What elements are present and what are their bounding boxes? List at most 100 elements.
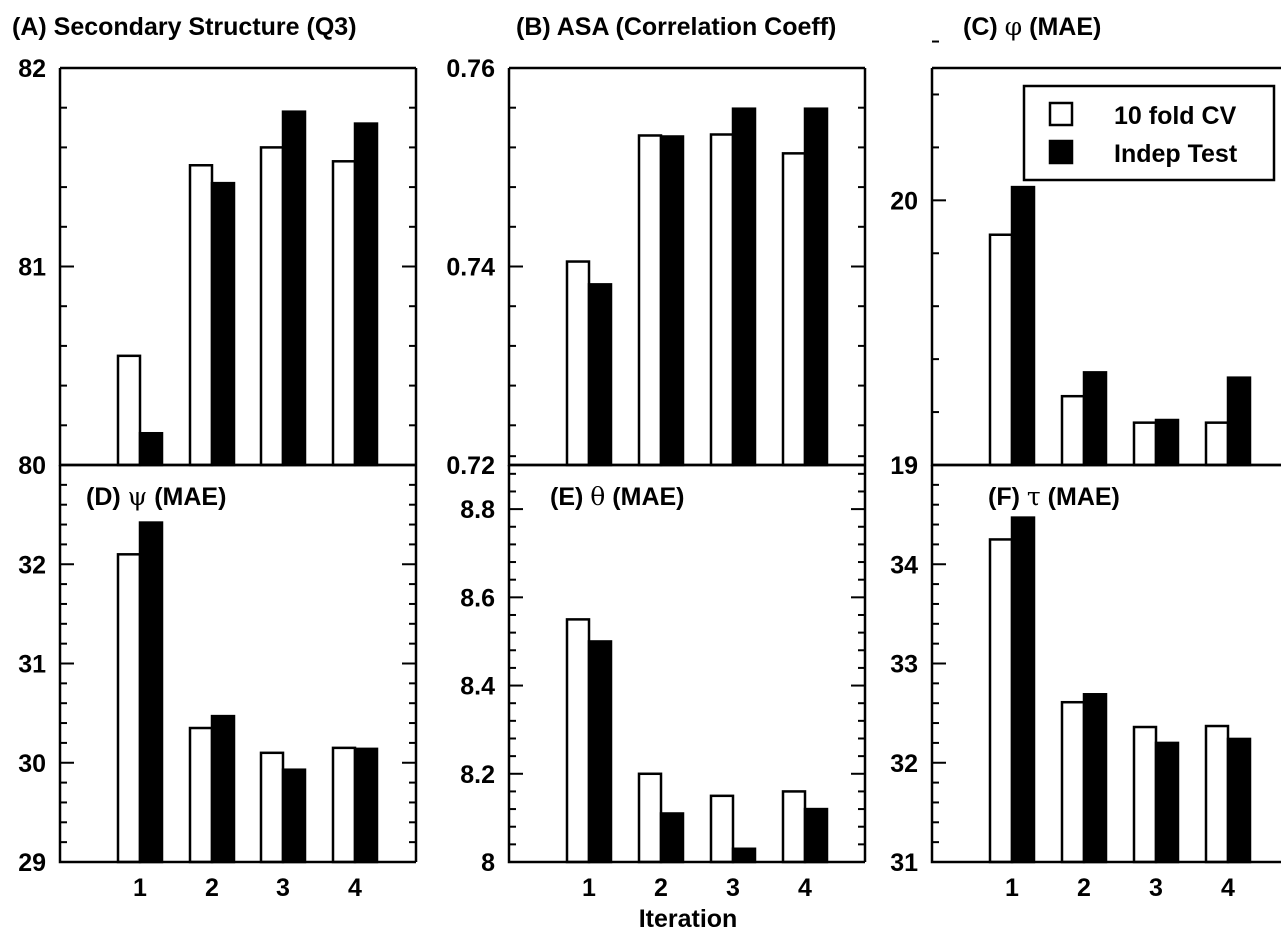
- y-tick-label-a: 80: [18, 452, 46, 480]
- y-tick-label-e: 8.2: [460, 761, 495, 789]
- bar-d-test-4: [353, 747, 379, 864]
- bar-f-cv-3: [1132, 725, 1158, 864]
- bar-d-test-2: [210, 714, 236, 864]
- bar-f-test-1: [1010, 516, 1036, 864]
- bar-a-test-3: [281, 110, 307, 467]
- y-tick-label-c: 20: [890, 187, 918, 215]
- bar-c-test-4: [1226, 376, 1252, 467]
- y-tick-label-e: 8: [481, 849, 495, 877]
- bar-b-test-2: [659, 135, 685, 467]
- y-tick-label-d: 29: [18, 849, 46, 877]
- y-tick-label-e: 8.6: [460, 584, 495, 612]
- x-tick-label-d: 3: [276, 874, 290, 902]
- panel-a: 80 81 82 (A) Secondary Structure (Q3): [12, 13, 418, 480]
- legend-label-10-fold-cv: 10 fold CV: [1114, 102, 1237, 130]
- x-tick-label-e: 1: [582, 874, 596, 902]
- x-tick-label-f: 3: [1149, 874, 1163, 902]
- bar-e-cv-3: [709, 794, 735, 864]
- bar-a-cv-3: [259, 146, 285, 467]
- x-axis-label: Iteration: [639, 905, 738, 932]
- panel-d: 29 30 31 32 1 2 3 4 (D) ψ (MAE): [18, 463, 418, 902]
- panel-c: 19 20 (C) φ (MAE): [890, 12, 1281, 480]
- x-tick-label-d: 1: [133, 874, 147, 902]
- panel-e-frame: [507, 463, 867, 864]
- bar-b-test-3: [731, 107, 757, 467]
- legend-swatch-10-fold-cv: [1048, 101, 1074, 127]
- bar-f-test-4: [1226, 737, 1252, 864]
- x-tick-label-e: 2: [654, 874, 668, 902]
- bar-a-cv-1: [116, 354, 142, 467]
- bar-c-cv-2: [1060, 394, 1086, 467]
- bar-f-cv-2: [1060, 700, 1086, 864]
- x-tick-label-d: 2: [205, 874, 219, 902]
- bar-f-cv-1: [988, 538, 1014, 864]
- y-tick-label-f: 31: [890, 849, 918, 877]
- bar-a-cv-2: [188, 164, 214, 467]
- y-tick-label-e: 8.4: [460, 673, 495, 701]
- bar-c-test-3: [1154, 418, 1180, 467]
- y-tick-label-b: 0.76: [446, 55, 495, 83]
- bar-f-test-2: [1082, 693, 1108, 864]
- y-tick-label-b: 0.72: [446, 452, 495, 480]
- bar-d-test-3: [281, 768, 307, 864]
- bar-a-test-2: [210, 181, 236, 467]
- bar-e-test-1: [587, 640, 613, 864]
- bar-d-test-1: [138, 521, 164, 864]
- bar-d-cv-4: [331, 746, 357, 864]
- x-tick-label-f: 4: [1221, 874, 1235, 902]
- bar-d-cv-1: [116, 553, 142, 864]
- bar-c-test-2: [1082, 371, 1108, 467]
- bar-c-cv-1: [988, 233, 1014, 467]
- x-tick-label-f: 1: [1005, 874, 1019, 902]
- bar-a-cv-4: [331, 160, 357, 467]
- y-tick-label-a: 82: [18, 55, 46, 83]
- panel-e: 8 8.2 8.4 8.6 8.8 1 2 3 4 (E) θ (MAE): [460, 455, 867, 902]
- bar-e-cv-4: [781, 790, 807, 864]
- bar-f-cv-4: [1204, 724, 1230, 864]
- bar-e-test-2: [659, 812, 685, 864]
- bar-c-cv-3: [1132, 421, 1158, 467]
- x-tick-label-d: 4: [348, 874, 362, 902]
- panel-b-title: (B) ASA (Correlation Coeff): [516, 13, 836, 41]
- bar-f-test-3: [1154, 741, 1180, 864]
- bar-a-test-4: [353, 122, 379, 467]
- panel-f-title: (F) τ (MAE): [988, 482, 1120, 511]
- y-tick-label-f: 32: [890, 750, 918, 778]
- legend: 10 fold CV Indep Test: [1022, 84, 1276, 182]
- bar-d-cv-2: [188, 726, 214, 864]
- bar-e-cv-2: [637, 772, 663, 864]
- bar-b-test-4: [803, 107, 829, 467]
- x-tick-label-e: 3: [726, 874, 740, 902]
- bar-b-test-1: [587, 283, 613, 467]
- y-tick-label-d: 30: [18, 750, 46, 778]
- y-tick-label-f: 34: [890, 551, 918, 579]
- bar-c-test-1: [1010, 185, 1036, 467]
- legend-swatch-indep-test: [1048, 139, 1074, 165]
- y-tick-label-d: 31: [18, 651, 46, 679]
- bar-e-test-4: [803, 807, 829, 864]
- x-tick-label-e: 4: [798, 874, 812, 902]
- y-tick-label-f: 33: [890, 651, 918, 679]
- y-tick-label-a: 81: [18, 254, 46, 282]
- bar-b-cv-1: [565, 260, 591, 467]
- bar-b-cv-2: [637, 134, 663, 467]
- panel-b: 0.72 0.74 0.76 (B) ASA (Correlation Coeff): [446, 13, 867, 480]
- bar-b-cv-4: [781, 152, 807, 467]
- legend-label-indep-test: Indep Test: [1114, 140, 1238, 168]
- y-tick-label-b: 0.74: [446, 254, 495, 282]
- bar-e-test-3: [731, 847, 757, 864]
- bar-e-cv-1: [565, 618, 591, 864]
- panel-d-title: (D) ψ (MAE): [86, 482, 226, 511]
- panel-e-title: (E) θ (MAE): [550, 482, 685, 511]
- y-tick-label-c: 19: [890, 452, 918, 480]
- bar-c-cv-4: [1204, 421, 1230, 467]
- panel-a-title: (A) Secondary Structure (Q3): [12, 13, 357, 41]
- y-tick-label-e: 8.8: [460, 496, 495, 524]
- bar-d-cv-3: [259, 751, 285, 864]
- bar-a-test-1: [138, 431, 164, 467]
- x-tick-label-f: 2: [1077, 874, 1091, 902]
- bar-b-cv-3: [709, 133, 735, 467]
- y-tick-label-d: 32: [18, 551, 46, 579]
